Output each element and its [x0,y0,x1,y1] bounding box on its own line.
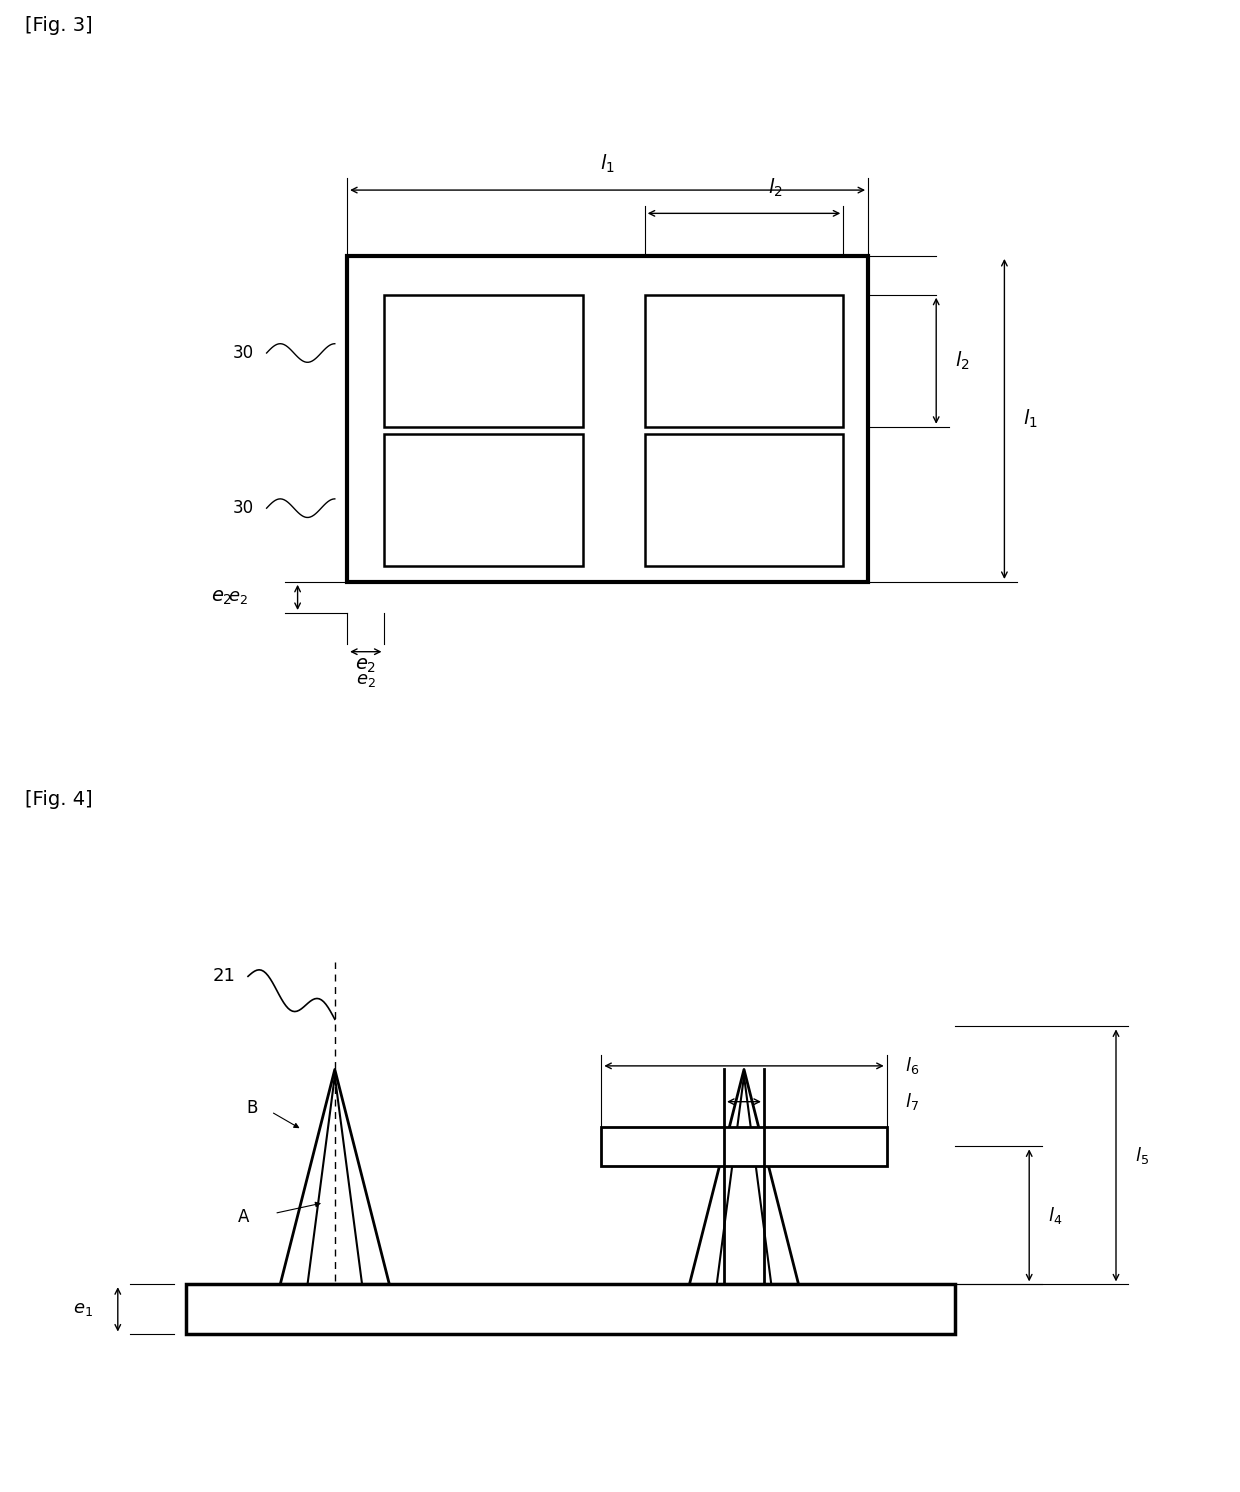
Text: $e_2$: $e_2$ [355,656,377,674]
Bar [384,434,583,567]
Text: [Fig. 3]: [Fig. 3] [25,15,93,34]
Bar [601,1126,887,1167]
Bar [186,1285,955,1334]
Text: $e_2$: $e_2$ [211,588,232,607]
Text: $l_7$: $l_7$ [905,1091,919,1112]
Text: $l_4$: $l_4$ [1048,1206,1063,1226]
Text: $l_6$: $l_6$ [905,1055,919,1076]
Text: $l_1$: $l_1$ [1023,407,1038,430]
Text: $e_1$: $e_1$ [73,1301,93,1319]
Text: $l_2$: $l_2$ [955,349,970,372]
Text: A: A [238,1209,249,1226]
Bar [347,257,868,582]
Bar [645,434,843,567]
Text: $e_2$: $e_2$ [228,588,248,606]
Bar [645,295,843,427]
Text: $e_2$: $e_2$ [356,671,376,689]
Bar [384,295,583,427]
Text: 30: 30 [233,500,254,518]
Text: 30: 30 [233,345,254,363]
Text: 21: 21 [213,967,236,985]
Text: B: B [247,1100,258,1118]
Text: $l_1$: $l_1$ [600,152,615,175]
Text: $l_2$: $l_2$ [768,178,782,200]
Text: [Fig. 4]: [Fig. 4] [25,791,93,809]
Text: $l_5$: $l_5$ [1135,1144,1148,1165]
